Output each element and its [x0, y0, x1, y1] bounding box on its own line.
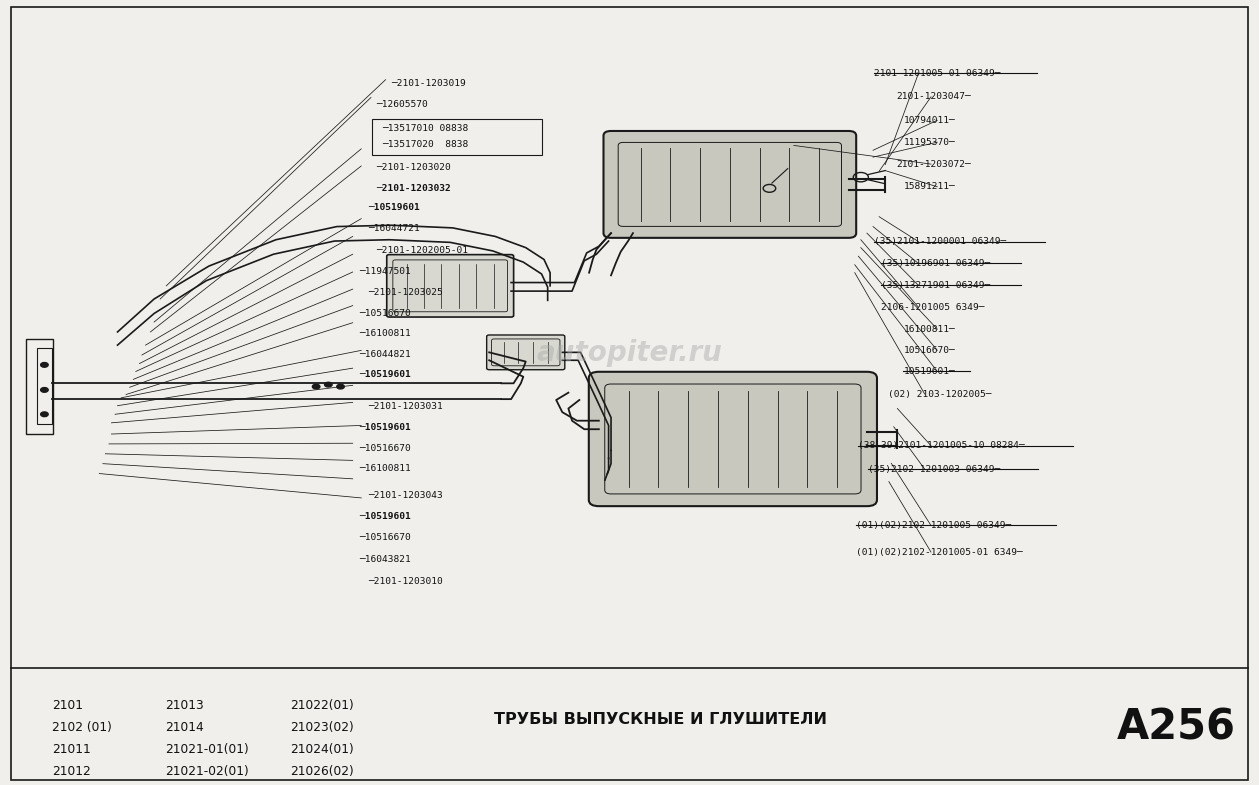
Text: ─10519601: ─10519601 — [359, 370, 412, 379]
Text: ─2101-1203043: ─2101-1203043 — [368, 491, 443, 500]
FancyBboxPatch shape — [487, 335, 565, 370]
Text: ─10519601: ─10519601 — [368, 203, 421, 213]
Text: ─11947501: ─11947501 — [359, 267, 412, 276]
Text: 2101-1201005-01 06349─: 2101-1201005-01 06349─ — [875, 69, 1001, 78]
Text: 21026(02): 21026(02) — [291, 765, 354, 778]
Text: ТРУБЫ ВЫПУСКНЫЕ И ГЛУШИТЕЛИ: ТРУБЫ ВЫПУСКНЫЕ И ГЛУШИТЕЛИ — [495, 712, 827, 727]
FancyBboxPatch shape — [589, 372, 878, 506]
Text: 21011: 21011 — [52, 743, 91, 756]
Text: ─10516670: ─10516670 — [359, 534, 412, 542]
Text: ─13517020  8838: ─13517020 8838 — [381, 140, 468, 149]
Text: 10794011─: 10794011─ — [904, 115, 956, 125]
Text: 2101-1203072─: 2101-1203072─ — [896, 159, 971, 169]
Text: (02) 2103-1202005─: (02) 2103-1202005─ — [889, 389, 992, 399]
Text: (38-39)2101-1201005-10 08284─: (38-39)2101-1201005-10 08284─ — [859, 441, 1025, 450]
Text: 21021-01(01): 21021-01(01) — [165, 743, 248, 756]
Text: 15891211─: 15891211─ — [904, 182, 956, 192]
Bar — [26, 338, 53, 434]
Text: 21012: 21012 — [52, 765, 91, 778]
Text: ─13517010 08838: ─13517010 08838 — [381, 124, 468, 133]
Text: ─2101-1203031: ─2101-1203031 — [368, 402, 443, 411]
Text: ─16100811: ─16100811 — [359, 330, 412, 338]
Text: ─10516670: ─10516670 — [359, 309, 412, 318]
Text: (35)10196901 06349─: (35)10196901 06349─ — [881, 259, 990, 268]
Text: 10519601─: 10519601─ — [904, 367, 956, 376]
Circle shape — [40, 388, 48, 392]
Text: 21014: 21014 — [165, 721, 204, 734]
Text: ─10516670: ─10516670 — [359, 444, 412, 452]
Bar — [37, 349, 52, 424]
FancyBboxPatch shape — [387, 254, 514, 317]
Text: ─10519601: ─10519601 — [359, 423, 412, 433]
Text: (01)(02)2102-1201005-01 6349─: (01)(02)2102-1201005-01 6349─ — [856, 548, 1022, 557]
Text: ─2101-1203010: ─2101-1203010 — [368, 577, 443, 586]
Circle shape — [312, 385, 320, 389]
Text: 21024(01): 21024(01) — [291, 743, 354, 756]
Text: ─2101-1203032: ─2101-1203032 — [375, 184, 451, 193]
Text: 11195370─: 11195370─ — [904, 137, 956, 147]
Text: 21023(02): 21023(02) — [291, 721, 354, 734]
Text: ─16100811: ─16100811 — [359, 464, 412, 473]
Text: autopiter.ru: autopiter.ru — [536, 339, 723, 367]
Text: 16100811─: 16100811─ — [904, 325, 956, 334]
Text: ─16044721: ─16044721 — [368, 224, 421, 232]
Text: ─16043821: ─16043821 — [359, 555, 412, 564]
Text: 2101: 2101 — [52, 699, 83, 712]
Text: 2106-1201005 6349─: 2106-1201005 6349─ — [881, 303, 985, 312]
Text: (01)(02)2102-1201005 06349─: (01)(02)2102-1201005 06349─ — [856, 521, 1011, 530]
Text: ─2101-1202005-01: ─2101-1202005-01 — [375, 246, 468, 254]
Text: (35)2101-1200001 06349─: (35)2101-1200001 06349─ — [875, 237, 1007, 246]
Circle shape — [336, 385, 344, 389]
Text: 2102 (01): 2102 (01) — [52, 721, 112, 734]
Text: 10516670─: 10516670─ — [904, 345, 956, 355]
Text: ─2101-1203020: ─2101-1203020 — [375, 162, 451, 172]
Text: ─12605570: ─12605570 — [375, 100, 428, 109]
Circle shape — [40, 412, 48, 417]
Text: 21021-02(01): 21021-02(01) — [165, 765, 248, 778]
Text: (35)13271901 06349─: (35)13271901 06349─ — [881, 281, 990, 290]
Text: A256: A256 — [1117, 706, 1235, 748]
Circle shape — [40, 363, 48, 367]
Text: 21013: 21013 — [165, 699, 204, 712]
Text: 21022(01): 21022(01) — [291, 699, 354, 712]
Text: ─2101-1203019: ─2101-1203019 — [390, 79, 466, 88]
Text: ─16044821: ─16044821 — [359, 349, 412, 359]
FancyBboxPatch shape — [603, 131, 856, 238]
Text: ─2101-1203025: ─2101-1203025 — [368, 288, 443, 297]
Circle shape — [325, 382, 332, 387]
Text: ─10519601: ─10519601 — [359, 513, 412, 521]
Bar — [371, 119, 541, 155]
Text: (35)2102-1201003 06349─: (35)2102-1201003 06349─ — [869, 465, 1001, 473]
Text: 2101-1203047─: 2101-1203047─ — [896, 93, 971, 101]
